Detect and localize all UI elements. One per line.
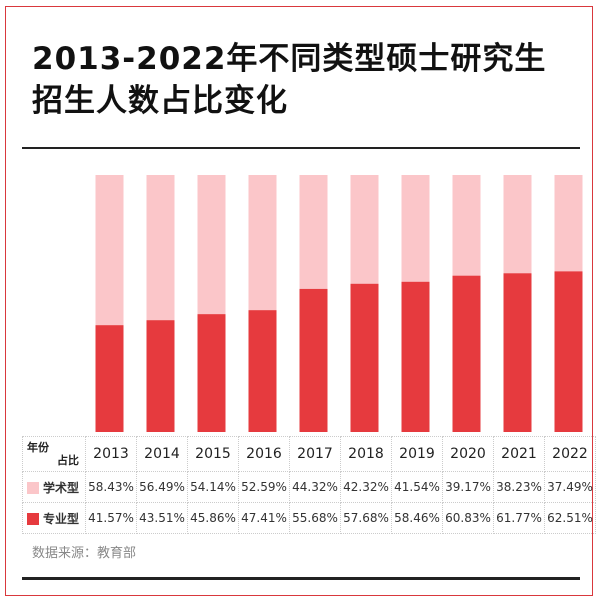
bar-professional-2019	[401, 281, 430, 432]
professional-value: 45.86%	[187, 502, 239, 534]
header-share: 占比	[57, 454, 79, 467]
professional-label: 专业型	[43, 511, 80, 526]
academic-value: 58.43%	[85, 471, 137, 503]
bar-academic-2013	[95, 175, 124, 326]
header-cell: 年份 占比	[22, 436, 86, 472]
academic-value: 54.14%	[187, 471, 239, 503]
bar-academic-2017	[299, 175, 328, 289]
bar-professional-2022	[554, 271, 583, 432]
bar-professional-2013	[95, 325, 124, 432]
bar-academic-2021	[503, 175, 532, 274]
academic-value: 52.59%	[238, 471, 290, 503]
year-label: 2022	[544, 436, 596, 472]
title-divider	[22, 147, 580, 149]
professional-value: 47.41%	[238, 502, 290, 534]
professional-value: 41.57%	[85, 502, 137, 534]
year-label: 2014	[136, 436, 188, 472]
academic-value: 39.17%	[442, 471, 494, 503]
year-label: 2015	[187, 436, 239, 472]
stacked-bar-chart	[95, 175, 583, 432]
bar-academic-2022	[554, 175, 583, 272]
bar-professional-2017	[299, 288, 328, 432]
table-row-academic: 学术型 58.43% 56.49% 54.14% 52.59% 44.32% 42.32% 4…	[22, 471, 596, 503]
bar-academic-2020	[452, 175, 481, 276]
professional-value: 55.68%	[289, 502, 341, 534]
year-label: 2021	[493, 436, 545, 472]
professional-swatch	[27, 513, 39, 525]
chart-title: 2013-2022年不同类型硕士研究生 招生人数占比变化	[32, 38, 546, 122]
academic-swatch	[27, 482, 39, 494]
bar-professional-2021	[503, 273, 532, 432]
table-row-professional: 专业型 41.57% 43.51% 45.86% 47.41% 55.68% 57.68% 5…	[22, 502, 596, 534]
bar-professional-2018	[350, 283, 379, 432]
table-row-year: 年份 占比 2013 2014 2015 2016 2017 2018 2019 2020 20…	[22, 436, 596, 472]
year-label: 2013	[85, 436, 137, 472]
year-label: 2018	[340, 436, 392, 472]
academic-value: 37.49%	[544, 471, 596, 503]
bar-academic-2018	[350, 175, 379, 284]
professional-value: 58.46%	[391, 502, 443, 534]
title-line-1: 2013-2022年不同类型硕士研究生	[32, 41, 547, 77]
year-label: 2019	[391, 436, 443, 472]
bottom-rule	[22, 577, 580, 580]
bar-academic-2014	[146, 175, 175, 321]
year-label: 2017	[289, 436, 341, 472]
header-year: 年份	[27, 441, 49, 454]
academic-label: 学术型	[43, 480, 80, 495]
professional-value: 57.68%	[340, 502, 392, 534]
professional-value: 43.51%	[136, 502, 188, 534]
bar-academic-2019	[401, 175, 430, 282]
academic-value: 41.54%	[391, 471, 443, 503]
academic-value: 44.32%	[289, 471, 341, 503]
bar-professional-2016	[248, 310, 277, 432]
academic-value: 56.49%	[136, 471, 188, 503]
title-line-2: 招生人数占比变化	[32, 83, 288, 119]
legend-professional: 专业型	[22, 502, 86, 534]
professional-value: 60.83%	[442, 502, 494, 534]
bar-academic-2016	[248, 175, 277, 311]
academic-value: 42.32%	[340, 471, 392, 503]
bar-academic-2015	[197, 175, 226, 315]
bar-professional-2020	[452, 275, 481, 432]
professional-value: 62.51%	[544, 502, 596, 534]
academic-value: 38.23%	[493, 471, 545, 503]
legend-academic: 学术型	[22, 471, 86, 503]
source-note: 数据来源：教育部	[32, 546, 137, 561]
bar-professional-2014	[146, 320, 175, 432]
year-label: 2020	[442, 436, 494, 472]
professional-value: 61.77%	[493, 502, 545, 534]
bar-professional-2015	[197, 314, 226, 432]
data-table: 年份 占比 2013 2014 2015 2016 2017 2018 2019 2020 20…	[22, 436, 596, 534]
year-label: 2016	[238, 436, 290, 472]
